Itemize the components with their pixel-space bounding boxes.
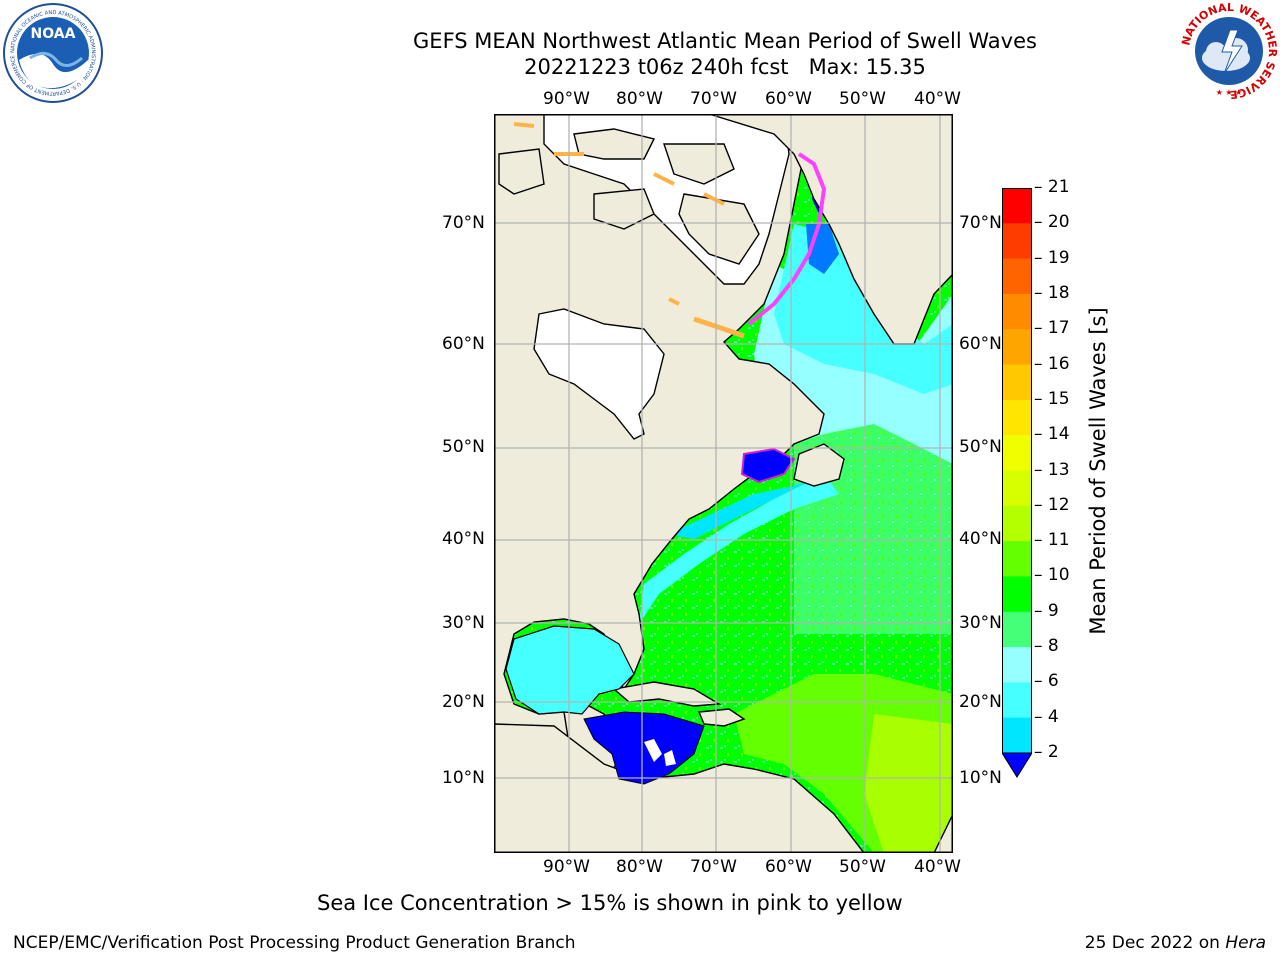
- baffin-island: [678, 193, 760, 265]
- sea-ice-hudson-strait: [693, 316, 745, 339]
- land-masses: [494, 114, 953, 853]
- lat-label-left-50n: 50°N: [442, 437, 485, 457]
- colorbar-tick-label: – 6: [1034, 671, 1059, 692]
- colorbar-bin: [1002, 399, 1032, 436]
- lon-label-top-80w: 80°W: [616, 89, 663, 109]
- colorbar: [1001, 188, 1033, 778]
- lat-label-right-10n: 10°N: [959, 768, 1002, 788]
- arctic-island-4: [498, 148, 545, 195]
- lon-label-top-70w: 70°W: [690, 89, 737, 109]
- footer-date-text: 25 Dec 2022 on: [1084, 933, 1226, 953]
- colorbar-bin: [1002, 223, 1032, 260]
- colorbar-ticks: – 21 – 20 – 19 – 18 – 17 – 16 – 15 – 14 – 13 – 12…: [1034, 177, 1084, 762]
- lon-label-top-90w: 90°W: [543, 89, 590, 109]
- gulf-of-mexico: [505, 625, 635, 715]
- map-subtitle: 20221223 t06z 240h fcst Max: 15.35: [524, 55, 926, 79]
- sea-ice-caption: Sea Ice Concentration > 15% is shown in …: [317, 891, 903, 915]
- newfoundland: [793, 443, 845, 487]
- lon-label-bottom-80w: 80°W: [616, 857, 663, 877]
- footer-date: 25 Dec 2022 on Hera: [1085, 933, 1266, 953]
- colorbar-tick-label: – 13: [1034, 459, 1070, 480]
- colorbar-tick-label: – 14: [1034, 424, 1070, 445]
- lon-label-bottom-70w: 70°W: [690, 857, 737, 877]
- colorbar-bin: [1002, 435, 1032, 471]
- ocean-band-12s: [864, 714, 953, 853]
- hudson-bay: [533, 308, 665, 440]
- caribbean-gaps: [644, 739, 676, 766]
- colorbar-bin: [1002, 647, 1032, 683]
- lon-label-top-60w: 60°W: [765, 89, 812, 109]
- colorbar-bin: [1002, 611, 1032, 648]
- colorbar-tick-label: – 9: [1034, 600, 1059, 621]
- colorbar-svg: [1001, 188, 1033, 778]
- map-svg: [494, 114, 953, 853]
- arctic-island-3: [593, 188, 655, 230]
- colorbar-bin: [1002, 682, 1032, 719]
- sea-ice-edge-labrador: [747, 152, 827, 326]
- colorbar-extend-arrow: [1001, 752, 1033, 778]
- hispaniola: [697, 708, 746, 727]
- caribbean-low: [583, 711, 705, 785]
- colorbar-bin: [1002, 717, 1032, 754]
- colorbar-tick-label: – 18: [1034, 282, 1070, 303]
- lat-label-left-20n: 20°N: [442, 692, 485, 712]
- colorbar-tick-label: – 19: [1034, 247, 1070, 268]
- colorbar-tick-label: – 10: [1034, 565, 1070, 586]
- lat-label-left-10n: 10°N: [442, 768, 485, 788]
- colorbar-bin: [1002, 505, 1032, 542]
- colorbar-tick-label: – 11: [1034, 530, 1070, 551]
- colorbar-bin: [1002, 329, 1032, 366]
- lat-label-right-30n: 30°N: [959, 613, 1002, 633]
- colorbar-bin: [1002, 576, 1032, 613]
- lat-label-left-60n: 60°N: [442, 334, 485, 354]
- colorbar-tick-label: – 21: [1034, 177, 1070, 197]
- map-panel: [494, 114, 953, 853]
- graticule: [494, 114, 953, 853]
- nws-logo: NATIONAL WEATHER SERVICE ★ ★ ★: [1178, 1, 1280, 101]
- colorbar-border: [1002, 188, 1032, 754]
- lon-label-bottom-60w: 60°W: [765, 857, 812, 877]
- lon-label-top-50w: 50°W: [839, 89, 886, 109]
- colorbar-bin: [1002, 470, 1032, 507]
- lat-label-right-70n: 70°N: [959, 213, 1002, 233]
- colorbar-tick-label: – 16: [1034, 353, 1070, 374]
- map-title: GEFS MEAN Northwest Atlantic Mean Period…: [413, 29, 1037, 53]
- lat-label-right-50n: 50°N: [959, 437, 1002, 457]
- lon-label-bottom-50w: 50°W: [839, 857, 886, 877]
- ocean-band-shelf-inner: [669, 479, 814, 539]
- colorbar-tick-label: – 17: [1034, 318, 1070, 339]
- footer-system: Hera: [1225, 933, 1266, 953]
- svg-text:★ ★ ★: ★ ★ ★: [1216, 88, 1243, 97]
- colorbar-bin: [1002, 188, 1032, 224]
- lon-label-top-40w: 40°W: [914, 89, 961, 109]
- noaa-logo-text: NOAA: [31, 26, 76, 42]
- colorbar-tick-label: – 12: [1034, 494, 1070, 515]
- greenland: [708, 114, 953, 345]
- lat-label-right-20n: 20°N: [959, 692, 1002, 712]
- colorbar-bin: [1002, 258, 1032, 295]
- lat-label-left-40n: 40°N: [442, 529, 485, 549]
- africa-edge: [933, 813, 953, 853]
- colorbar-tick-label: – 8: [1034, 636, 1059, 657]
- south-america: [494, 723, 865, 853]
- colorbar-tick-label: – 2: [1034, 742, 1059, 762]
- lat-label-left-70n: 70°N: [442, 213, 485, 233]
- lat-label-right-40n: 40°N: [959, 529, 1002, 549]
- lon-label-bottom-90w: 90°W: [543, 857, 590, 877]
- map-border: [494, 114, 953, 853]
- lat-label-right-60n: 60°N: [959, 334, 1002, 354]
- colorbar-label: Mean Period of Swell Waves [s]: [1086, 307, 1110, 635]
- colorbar-bin: [1002, 293, 1032, 330]
- lat-label-left-30n: 30°N: [442, 613, 485, 633]
- noaa-logo: NOAA NATIONAL OCEANIC AND ATMOSPHERIC AD…: [2, 2, 104, 104]
- colorbar-bin: [1002, 541, 1032, 577]
- lon-label-bottom-40w: 40°W: [914, 857, 961, 877]
- colorbar-tick-label: – 4: [1034, 706, 1059, 727]
- colorbar-tick-label: – 20: [1034, 212, 1070, 233]
- colorbar-bin: [1002, 364, 1032, 401]
- footer-credit: NCEP/EMC/Verification Post Processing Pr…: [13, 933, 576, 953]
- ocean-band-shelf: [639, 474, 839, 624]
- colorbar-tick-label: – 15: [1034, 388, 1070, 409]
- gulf-st-lawrence: [740, 447, 796, 484]
